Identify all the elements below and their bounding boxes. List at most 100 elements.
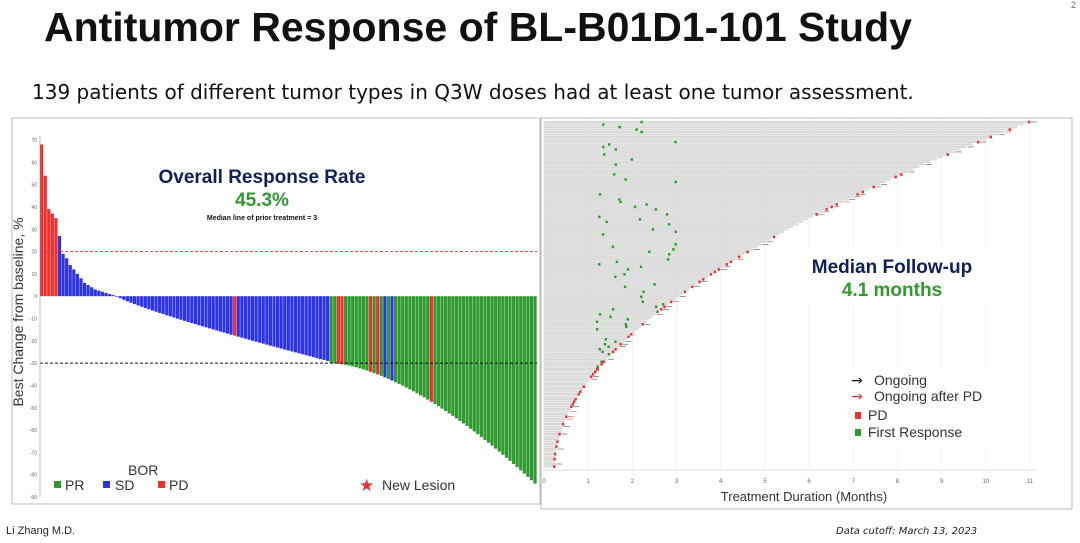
waterfall-bar [336, 296, 340, 364]
swimmer-bar [543, 175, 897, 178]
swimmer-bar [543, 420, 566, 423]
first-response-marker [614, 340, 617, 344]
waterfall-bar [372, 296, 376, 374]
swimmer-bar [543, 293, 683, 296]
waterfall-bar [351, 296, 355, 367]
legend-ongoing-after-pd-label: Ongoing after PD [874, 388, 982, 404]
waterfall-bar [57, 235, 62, 297]
first-response-marker [614, 275, 617, 279]
swimmer-bar [543, 335, 630, 338]
pd-marker [1028, 120, 1031, 124]
swimmer-bar [543, 220, 804, 223]
pd-marker [861, 190, 865, 194]
swimmer-bar [543, 355, 610, 358]
first-response-marker [607, 345, 610, 349]
swimmer-bar [543, 225, 794, 228]
swimmer-bar [543, 388, 583, 391]
swimmer-bar [543, 462, 556, 465]
swimmer-bar [543, 447, 557, 450]
swimmer-x-tick: 4 [719, 479, 723, 485]
first-response-marker [611, 245, 615, 249]
swimmer-bar [543, 285, 694, 288]
waterfall-y-tick: 0 [34, 294, 37, 300]
slide-subtitle: 139 patients of different tumor types in… [32, 80, 914, 104]
first-response-marker [618, 198, 621, 201]
swimmer-bar [543, 133, 998, 136]
waterfall-bar [311, 296, 315, 358]
first-response-marker [602, 145, 605, 149]
waterfall-bar [322, 296, 326, 360]
waterfall-bar [154, 296, 158, 312]
new-lesion-label: New Lesion [382, 477, 455, 493]
orr-value: 45.3% [235, 190, 289, 211]
waterfall-bar [472, 296, 476, 432]
swimmer-bar [543, 165, 920, 168]
waterfall-y-tick: 50 [31, 183, 37, 189]
swimmer-bar [543, 358, 607, 361]
waterfall-y-tick: -20 [30, 339, 37, 345]
pd-marker [627, 335, 630, 339]
first-response-marker [624, 178, 627, 181]
swimmer-bar [543, 338, 627, 341]
waterfall-bar [233, 296, 237, 336]
swimmer-bar [543, 432, 561, 436]
waterfall-y-tick: -30 [30, 361, 37, 367]
waterfall-y-tick: 10 [31, 272, 37, 278]
swimmer-bar [543, 203, 838, 206]
waterfall-bar [519, 296, 523, 471]
waterfall-bar [308, 296, 312, 357]
swimmer-bar [543, 168, 914, 171]
pd-square-icon [855, 412, 861, 419]
waterfall-bar [476, 296, 480, 435]
waterfall-bar [279, 296, 283, 349]
first-response-marker [598, 313, 602, 316]
swimmer-bar [543, 363, 603, 366]
first-response-marker [602, 153, 606, 156]
swimmer-bar [543, 258, 736, 261]
pd-marker [746, 250, 749, 254]
first-response-square-icon [855, 429, 861, 436]
pd-marker [698, 280, 701, 284]
swimmer-bar [543, 400, 576, 403]
first-response-marker [607, 352, 611, 356]
waterfall-bar [479, 296, 484, 438]
waterfall-bar [508, 296, 512, 461]
legend-pr-label: PR [65, 477, 84, 493]
swimmer-bar [543, 340, 625, 343]
swimmer-bar [543, 185, 875, 188]
swimmer-bar [543, 130, 1005, 133]
swimmer-bar [543, 188, 870, 191]
first-response-marker [626, 318, 630, 321]
swimmer-bar [543, 315, 653, 318]
first-response-marker [614, 163, 618, 166]
waterfall-bar [376, 296, 380, 375]
waterfall-bar [318, 296, 323, 360]
presenter-name: Li Zhang M.D. [6, 525, 76, 537]
swimmer-bar [543, 395, 579, 398]
first-response-marker [612, 173, 616, 176]
swimmer-bar [543, 310, 660, 313]
first-response-marker [619, 200, 622, 204]
swimmer-x-tick: 11 [1027, 479, 1034, 485]
first-response-marker [618, 125, 621, 129]
waterfall-bar [254, 296, 258, 342]
pd-marker [574, 397, 577, 401]
pd-marker [713, 270, 717, 274]
pd-marker [611, 350, 615, 354]
swimmer-bar [543, 450, 557, 453]
swimmer-bar [543, 288, 690, 291]
swimmer-bar [543, 300, 673, 303]
waterfall-bar [461, 296, 466, 424]
first-response-marker [665, 213, 669, 216]
swimmer-legend-backdrop [846, 368, 1006, 448]
first-response-marker [640, 120, 643, 124]
waterfall-bar [129, 296, 133, 303]
swimmer-bar [543, 375, 593, 378]
swimmer-bar [543, 150, 955, 153]
pd-marker [579, 390, 582, 394]
swimmer-bar [543, 290, 686, 293]
swimmer-bar [543, 238, 771, 241]
swimmer-bar [543, 405, 573, 408]
waterfall-y-tick: -80 [30, 473, 37, 479]
